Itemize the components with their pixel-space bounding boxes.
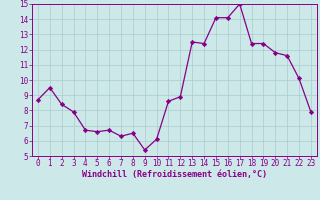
X-axis label: Windchill (Refroidissement éolien,°C): Windchill (Refroidissement éolien,°C) <box>82 170 267 179</box>
